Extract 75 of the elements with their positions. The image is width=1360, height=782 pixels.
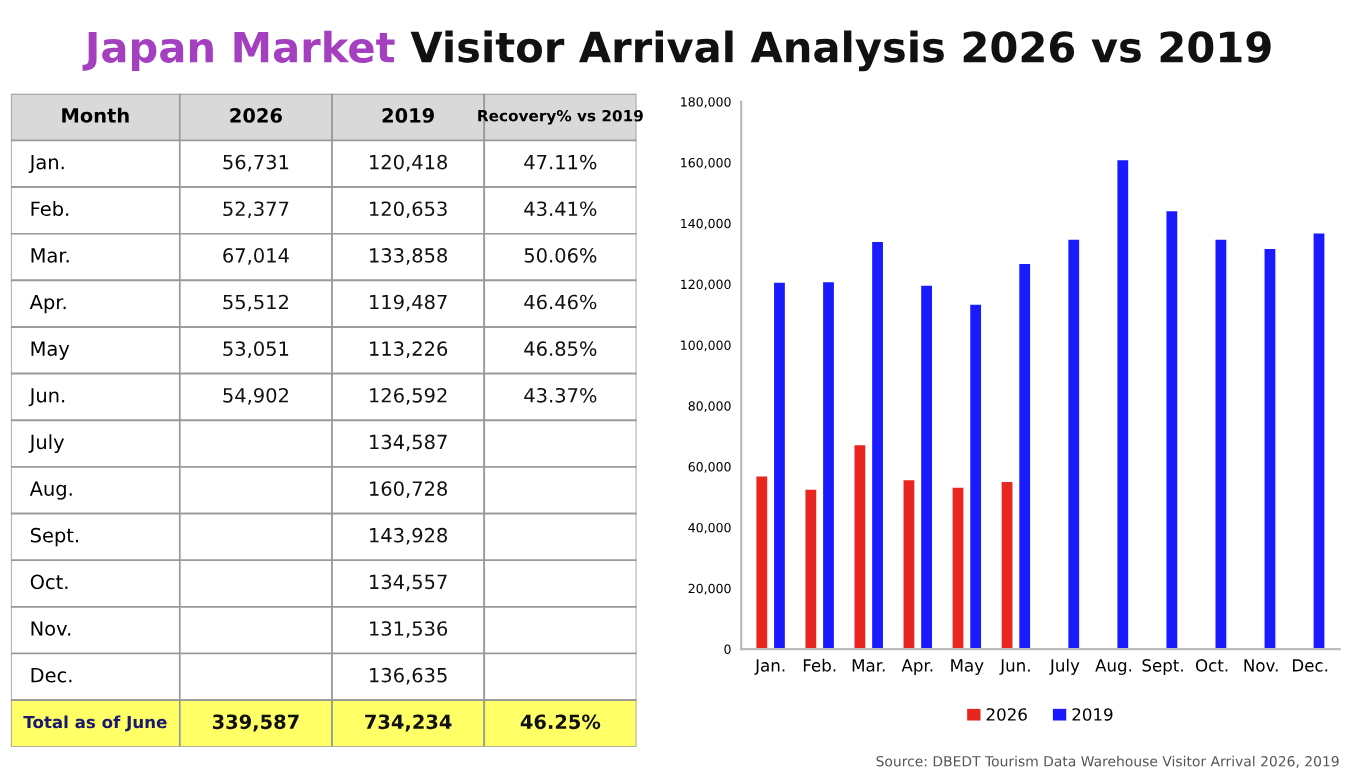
category-label: Apr. <box>29 294 66 314</box>
x-tick-label: Oct. <box>1195 659 1228 672</box>
bar <box>823 282 834 650</box>
category-label: July <box>28 434 65 454</box>
data-label: 53,051 <box>223 341 289 358</box>
x-tick-label: Apr. <box>901 659 933 675</box>
bar <box>756 476 768 650</box>
x-tick-label: Jun. <box>999 659 1030 675</box>
series-label: 2026 <box>230 108 282 123</box>
bar <box>903 480 915 650</box>
bar <box>854 445 866 650</box>
data-label: 120,653 <box>370 201 447 219</box>
category-label: Aug. <box>29 481 72 500</box>
data-label: 56,731 <box>223 154 289 172</box>
x-tick-label: Sept. <box>1142 659 1183 675</box>
bar <box>872 241 883 650</box>
bar <box>805 489 817 650</box>
category-label: Total as of June <box>23 715 167 732</box>
x-tick-label: Nov. <box>1244 659 1278 672</box>
category-label: Nov. <box>31 621 71 636</box>
bar <box>1117 160 1129 650</box>
bar <box>1215 239 1227 650</box>
legend-label: 2026 <box>986 708 1027 721</box>
data-label: 134,587 <box>370 434 447 452</box>
bar <box>1166 211 1178 650</box>
data-label: 52,377 <box>223 201 289 219</box>
category-label: Jan. <box>28 154 64 174</box>
data-label: 46.25% <box>520 714 601 730</box>
x-tick-label: July <box>1049 658 1080 675</box>
data-label: 67,014 <box>223 248 289 265</box>
data-label: 126,592 <box>370 387 447 405</box>
x-tick-label: Mar. <box>852 659 885 672</box>
data-label: 43.41% <box>524 201 597 217</box>
data-label: 46.85% <box>524 341 597 357</box>
x-tick-label: Dec. <box>1293 659 1328 672</box>
data-label: 339,587 <box>212 714 299 732</box>
text: Month <box>62 107 129 123</box>
legend-label: 2019 <box>1072 708 1113 721</box>
x-tick-label: Feb. <box>803 658 836 672</box>
data-label: 143,928 <box>370 527 448 545</box>
data-label: 136,635 <box>370 667 447 685</box>
category-label: Sept. <box>30 527 78 547</box>
bar <box>970 304 982 650</box>
bar <box>921 285 932 650</box>
data-label: 734,234 <box>365 714 452 732</box>
bar <box>1313 233 1325 650</box>
series-label: 2019 <box>382 108 434 123</box>
data-label: 133,858 <box>370 248 448 265</box>
data-label: 119,487 <box>370 294 447 312</box>
x-tick-label: Jan. <box>754 659 785 675</box>
category-label: Oct. <box>30 574 68 590</box>
data-label: 47.11% <box>524 154 597 170</box>
x-tick-label: May <box>951 659 984 675</box>
category-label: Feb. <box>31 201 69 217</box>
data-label: 43.37% <box>524 387 597 403</box>
x-tick-label: Aug. <box>1095 659 1132 675</box>
data-label: 50.06% <box>524 248 597 263</box>
data-label: 120,418 <box>370 154 448 172</box>
bar <box>1019 264 1031 650</box>
category-label: Mar. <box>31 248 69 263</box>
bar <box>1264 249 1276 650</box>
data-label: 134,557 <box>370 574 447 592</box>
data-label: 54,902 <box>223 387 288 405</box>
data-label: 46.46% <box>524 294 597 310</box>
data-label: 113,226 <box>370 341 448 358</box>
category-label: Jun. <box>28 388 65 407</box>
data-label: 55,512 <box>223 294 288 312</box>
bar <box>774 282 785 650</box>
bar <box>952 487 964 650</box>
bar <box>1068 239 1080 650</box>
chart-title: Japan Market Visitor Arrival Analysis 2026 vs 2019 <box>82 30 1271 72</box>
data-label: 131,536 <box>370 621 448 638</box>
bar <box>1001 482 1013 650</box>
data-label: 160,728 <box>370 481 448 498</box>
category-label: May <box>31 341 70 360</box>
